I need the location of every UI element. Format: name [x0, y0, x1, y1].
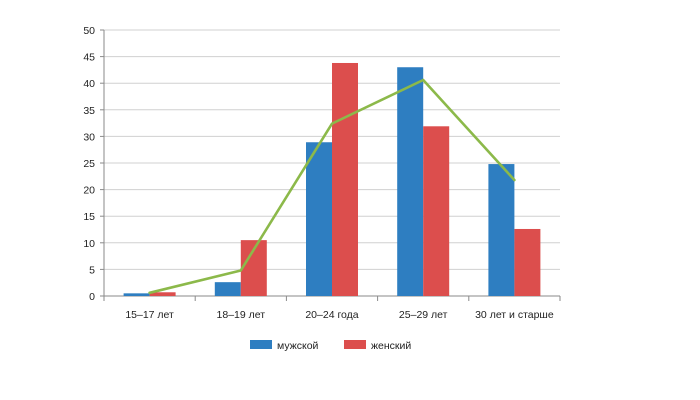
x-tick-label: 15–17 лет [125, 309, 174, 321]
legend-swatch-male [250, 340, 272, 349]
legend-swatch-female [344, 340, 366, 349]
bar-male-3 [397, 67, 424, 297]
y-tick-label: 30 [83, 131, 95, 143]
legend-label-male: мужской [277, 340, 319, 352]
y-tick-label: 15 [83, 211, 95, 223]
y-tick-label: 10 [83, 238, 95, 250]
bars-layer [123, 62, 541, 297]
y-tick-label: 40 [83, 78, 95, 90]
y-tick-label: 5 [89, 264, 95, 276]
labels-layer: 0 5 10 15 20 25 30 35 40 45 50 15–17 лет 18–19 лет 20… [83, 25, 554, 321]
y-tick-label: 25 [83, 158, 95, 170]
y-tick-label: 0 [89, 291, 95, 303]
y-tick-label: 50 [83, 25, 95, 37]
legend-label-female: женский [371, 340, 411, 352]
bar-female-2 [332, 62, 358, 296]
x-tick-label: 20–24 года [305, 309, 358, 321]
bar-female-0 [149, 292, 176, 296]
y-tick-label: 35 [83, 105, 95, 117]
bar-male-1 [214, 282, 241, 296]
y-tick-label: 20 [83, 185, 95, 197]
y-tick-label: 45 [83, 52, 95, 64]
bar-male-0 [123, 293, 150, 296]
x-tick-label: 18–19 лет [217, 309, 266, 321]
bar-female-4 [514, 228, 541, 296]
legend: мужской женский [250, 340, 411, 352]
line-layer [148, 78, 516, 295]
bar-male-2 [306, 142, 332, 296]
x-tick-label: 25–29 лет [399, 309, 448, 321]
bar-female-3 [423, 126, 450, 297]
bar-male-4 [488, 164, 515, 296]
x-tick-label: 30 лет и старше [475, 309, 554, 321]
